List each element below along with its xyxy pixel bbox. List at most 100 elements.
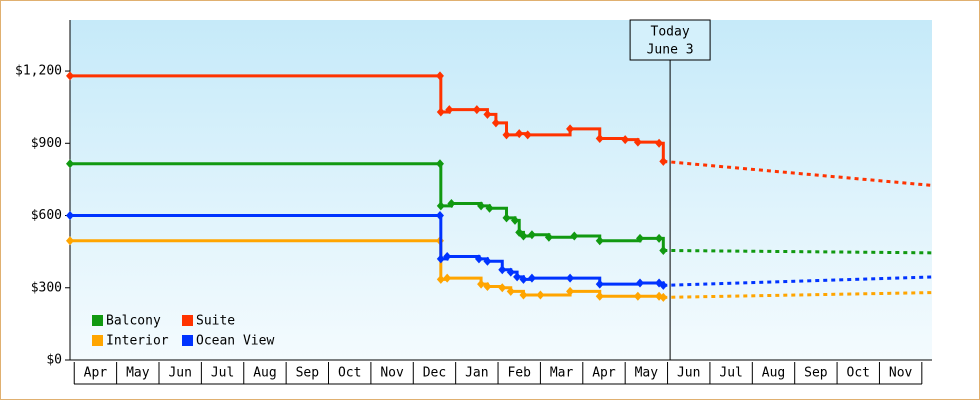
point bbox=[636, 278, 645, 288]
point bbox=[595, 279, 604, 289]
point bbox=[502, 130, 511, 140]
x-tick-label: Mar bbox=[550, 366, 574, 381]
point bbox=[436, 254, 445, 264]
point bbox=[66, 211, 74, 221]
point bbox=[506, 286, 515, 296]
point bbox=[659, 292, 668, 302]
point bbox=[483, 109, 492, 119]
x-tick-label: May bbox=[126, 366, 150, 381]
x-tick-label: Jul bbox=[211, 366, 234, 381]
point bbox=[595, 291, 604, 301]
x-tick-label: May bbox=[635, 366, 659, 381]
point bbox=[474, 254, 483, 264]
legend-swatch bbox=[182, 335, 193, 346]
point bbox=[633, 137, 642, 147]
point bbox=[527, 273, 536, 283]
point bbox=[519, 231, 528, 241]
x-tick-label: Apr bbox=[84, 366, 108, 381]
point bbox=[445, 105, 454, 115]
point bbox=[544, 232, 553, 242]
point bbox=[515, 129, 524, 139]
point bbox=[636, 233, 645, 243]
point bbox=[483, 282, 492, 292]
point bbox=[595, 133, 604, 143]
legend-swatch bbox=[92, 315, 103, 326]
point bbox=[477, 279, 486, 289]
point bbox=[436, 274, 445, 284]
point bbox=[443, 251, 452, 261]
y-tick-label: $0 bbox=[46, 353, 62, 368]
point bbox=[659, 280, 668, 290]
point bbox=[536, 290, 545, 300]
point bbox=[477, 201, 486, 211]
today-box bbox=[629, 19, 711, 61]
point bbox=[523, 130, 532, 140]
point bbox=[655, 233, 664, 243]
y-tick-label: $900 bbox=[31, 136, 62, 151]
point bbox=[659, 156, 668, 166]
point bbox=[513, 272, 522, 282]
y-tick-label: $600 bbox=[31, 208, 62, 223]
point bbox=[435, 159, 444, 169]
point bbox=[436, 107, 445, 117]
point bbox=[519, 274, 528, 284]
x-tick-label: Nov bbox=[889, 366, 913, 381]
y-tick-label: $300 bbox=[31, 280, 62, 295]
point bbox=[659, 245, 668, 255]
point bbox=[566, 124, 575, 134]
x-tick-label: Jun bbox=[168, 366, 191, 381]
point bbox=[519, 290, 528, 300]
point bbox=[66, 159, 74, 169]
legend-label: Suite bbox=[196, 314, 235, 329]
point bbox=[443, 273, 452, 283]
x-tick-label: Dec bbox=[423, 366, 446, 381]
plot-area bbox=[70, 20, 932, 360]
x-tick-label: Sep bbox=[296, 366, 320, 381]
point bbox=[655, 138, 664, 148]
point bbox=[510, 215, 519, 225]
legend-swatch bbox=[182, 315, 193, 326]
point bbox=[527, 230, 536, 240]
point bbox=[485, 203, 494, 213]
x-tick-label: Nov bbox=[380, 366, 404, 381]
x-tick-label: Jan bbox=[465, 366, 488, 381]
point bbox=[502, 213, 511, 223]
point bbox=[483, 256, 492, 266]
projection-line bbox=[663, 159, 933, 187]
x-tick-label: Aug bbox=[253, 366, 276, 381]
x-tick-label: Jul bbox=[719, 366, 742, 381]
legend-label: Balcony bbox=[106, 314, 161, 329]
x-tick-label: Apr bbox=[592, 366, 616, 381]
point bbox=[447, 198, 456, 208]
point bbox=[566, 286, 575, 296]
point bbox=[498, 283, 507, 293]
point bbox=[566, 273, 575, 283]
x-tick-label: Oct bbox=[847, 366, 870, 381]
projection-line bbox=[663, 275, 933, 287]
legend-label: Interior bbox=[106, 334, 169, 349]
point bbox=[498, 265, 507, 275]
point bbox=[491, 118, 500, 128]
legend-swatch bbox=[92, 335, 103, 346]
point bbox=[435, 71, 444, 81]
point bbox=[435, 211, 444, 221]
point bbox=[472, 105, 481, 115]
x-tick-label: Feb bbox=[507, 366, 531, 381]
point bbox=[66, 236, 74, 246]
point bbox=[595, 236, 604, 246]
x-tick-label: Jun bbox=[677, 366, 700, 381]
point bbox=[570, 231, 579, 241]
x-tick-label: Aug bbox=[762, 366, 785, 381]
today-label: Today bbox=[651, 25, 690, 40]
y-tick-label: $1,200 bbox=[15, 64, 62, 79]
point bbox=[621, 135, 630, 145]
legend-label: Ocean View bbox=[196, 334, 274, 349]
point bbox=[66, 71, 74, 81]
point bbox=[436, 201, 445, 211]
point bbox=[506, 267, 515, 277]
today-label: June 3 bbox=[647, 43, 694, 58]
x-tick-label: Oct bbox=[338, 366, 361, 381]
point bbox=[633, 291, 642, 301]
